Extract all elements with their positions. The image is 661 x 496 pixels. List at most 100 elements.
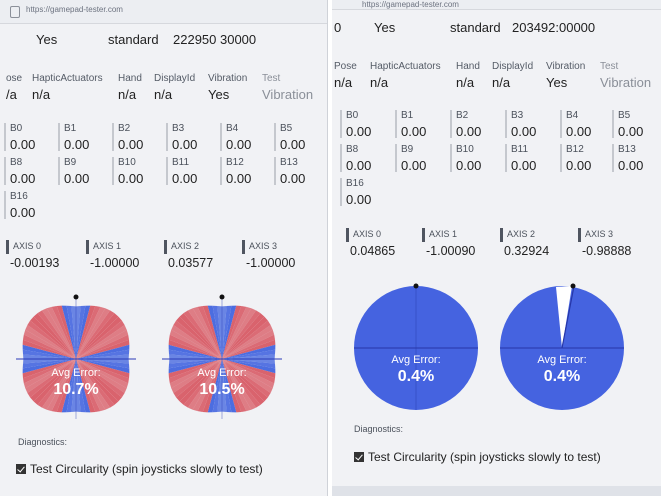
error-sector xyxy=(168,339,222,359)
error-sector xyxy=(173,359,222,398)
error-sector xyxy=(76,310,115,359)
error-sector xyxy=(33,359,76,405)
axis-cell: AXIS 2 0.03577 xyxy=(164,240,238,272)
axis-cell: AXIS 3 -0.98888 xyxy=(578,228,652,260)
error-sector xyxy=(222,359,261,408)
test-vibration-link[interactable]: Vibration xyxy=(262,87,314,102)
error-sector xyxy=(71,359,76,412)
axis-value: -0.00193 xyxy=(10,256,60,270)
button-value: 0.00 xyxy=(511,124,537,139)
error-sector xyxy=(217,306,222,359)
timestamp-value: 203492:00000 xyxy=(512,20,596,35)
error-sector xyxy=(222,305,242,359)
axis-name: AXIS 2 xyxy=(171,241,200,251)
error-sector xyxy=(30,359,76,402)
error-sector xyxy=(76,320,125,359)
button-cell: B13 0.00 xyxy=(274,157,324,187)
button-name: B3 xyxy=(172,123,185,134)
error-sector xyxy=(168,359,222,384)
button-cell: B4 0.00 xyxy=(220,123,270,153)
url-bar[interactable]: https://gamepad-tester.com xyxy=(0,0,327,24)
button-name: B5 xyxy=(618,110,631,121)
button-value: 0.00 xyxy=(280,171,306,186)
test-circularity-hint: (spin joysticks slowly to test) xyxy=(108,462,263,476)
test-circularity-label: Test Circularity xyxy=(368,450,447,464)
avg-error-label: Avg Error: xyxy=(537,354,586,366)
cap-label-test: Test xyxy=(262,73,281,84)
test-circularity-row[interactable]: Test Circularity (spin joysticks slowly … xyxy=(354,450,601,464)
button-value: 0.00 xyxy=(346,124,372,139)
button-value: 0.00 xyxy=(64,171,90,186)
error-sector xyxy=(76,339,130,359)
url-bar[interactable]: https://gamepad-tester.com xyxy=(332,0,661,10)
error-sector xyxy=(76,359,119,405)
axis-cell: AXIS 1 -1.00000 xyxy=(86,240,160,272)
left-screenshot-panel: https://gamepad-tester.com Yes standard … xyxy=(0,0,328,496)
button-name: B12 xyxy=(566,144,584,155)
error-sector xyxy=(222,359,247,413)
error-sector xyxy=(76,306,81,359)
button-name: B0 xyxy=(10,123,23,134)
button-cell: B0 0.00 xyxy=(4,123,54,153)
button-cell: B10 0.00 xyxy=(112,157,162,187)
button-value: 0.00 xyxy=(566,124,592,139)
cap-label-displayid: DisplayId xyxy=(154,73,196,84)
error-sector xyxy=(76,359,106,412)
avg-error-value: 10.7% xyxy=(53,381,98,398)
error-sector xyxy=(176,316,222,359)
error-sector xyxy=(30,316,76,359)
button-cell: B11 0.00 xyxy=(166,157,216,187)
error-sector xyxy=(202,305,222,359)
button-name: B9 xyxy=(401,144,414,155)
error-sector xyxy=(222,359,275,389)
axis-cell: AXIS 1 -1.00090 xyxy=(422,228,496,260)
error-sector xyxy=(76,305,86,359)
cap-value-displayid: n/a xyxy=(492,75,511,90)
button-name: B10 xyxy=(456,144,474,155)
error-sector xyxy=(76,305,91,359)
axis-name: AXIS 3 xyxy=(249,241,278,251)
error-sector xyxy=(76,316,122,359)
cap-label-haptic: HapticActuators xyxy=(370,61,441,72)
axis-value: 0.32924 xyxy=(504,244,550,258)
button-value: 0.00 xyxy=(566,158,592,173)
unswept-wedge xyxy=(556,286,572,348)
error-sector xyxy=(187,359,222,410)
test-circularity-row[interactable]: Test Circularity (spin joysticks slowly … xyxy=(16,462,263,476)
cap-value-pose: /a xyxy=(6,87,17,102)
checkbox-icon[interactable] xyxy=(16,464,26,474)
circularity-svg: Avg Error: 10.5% xyxy=(162,294,282,419)
mapping-value: standard xyxy=(450,20,501,35)
error-sector xyxy=(222,308,257,359)
error-sector xyxy=(222,329,275,359)
checkbox-icon[interactable] xyxy=(354,452,364,462)
avg-error-value: 0.4% xyxy=(398,368,434,385)
error-sector xyxy=(76,359,127,394)
diagnostics-label: Diagnostics: xyxy=(354,424,404,434)
button-cell: B2 0.00 xyxy=(450,110,500,140)
axis-value: 0.03577 xyxy=(168,256,214,270)
axis-name: AXIS 0 xyxy=(353,229,382,239)
error-sector xyxy=(76,334,130,359)
cap-label-hand: Hand xyxy=(118,73,142,84)
page-icon xyxy=(10,6,20,18)
stick-position-dot xyxy=(73,294,79,300)
os-taskbar xyxy=(332,486,661,496)
error-sector xyxy=(222,359,268,402)
button-name: B10 xyxy=(118,157,136,168)
circularity-plot-left-stick: Avg Error: 0.4% xyxy=(350,282,482,414)
button-cell: B3 0.00 xyxy=(166,123,216,153)
button-cell: B16 0.00 xyxy=(340,178,390,208)
error-sector xyxy=(41,359,76,410)
button-cell: B13 0.00 xyxy=(612,144,661,174)
error-sector xyxy=(76,359,122,402)
test-vibration-link[interactable]: Vibration xyxy=(600,75,652,90)
error-sector xyxy=(222,324,273,359)
button-name: B8 xyxy=(10,157,23,168)
cap-value-haptic: n/a xyxy=(32,87,51,102)
button-value: 0.00 xyxy=(511,158,537,173)
error-sector xyxy=(222,316,268,359)
error-sector xyxy=(51,359,76,413)
error-sector xyxy=(222,359,242,413)
axis-value: -1.00090 xyxy=(426,244,476,258)
